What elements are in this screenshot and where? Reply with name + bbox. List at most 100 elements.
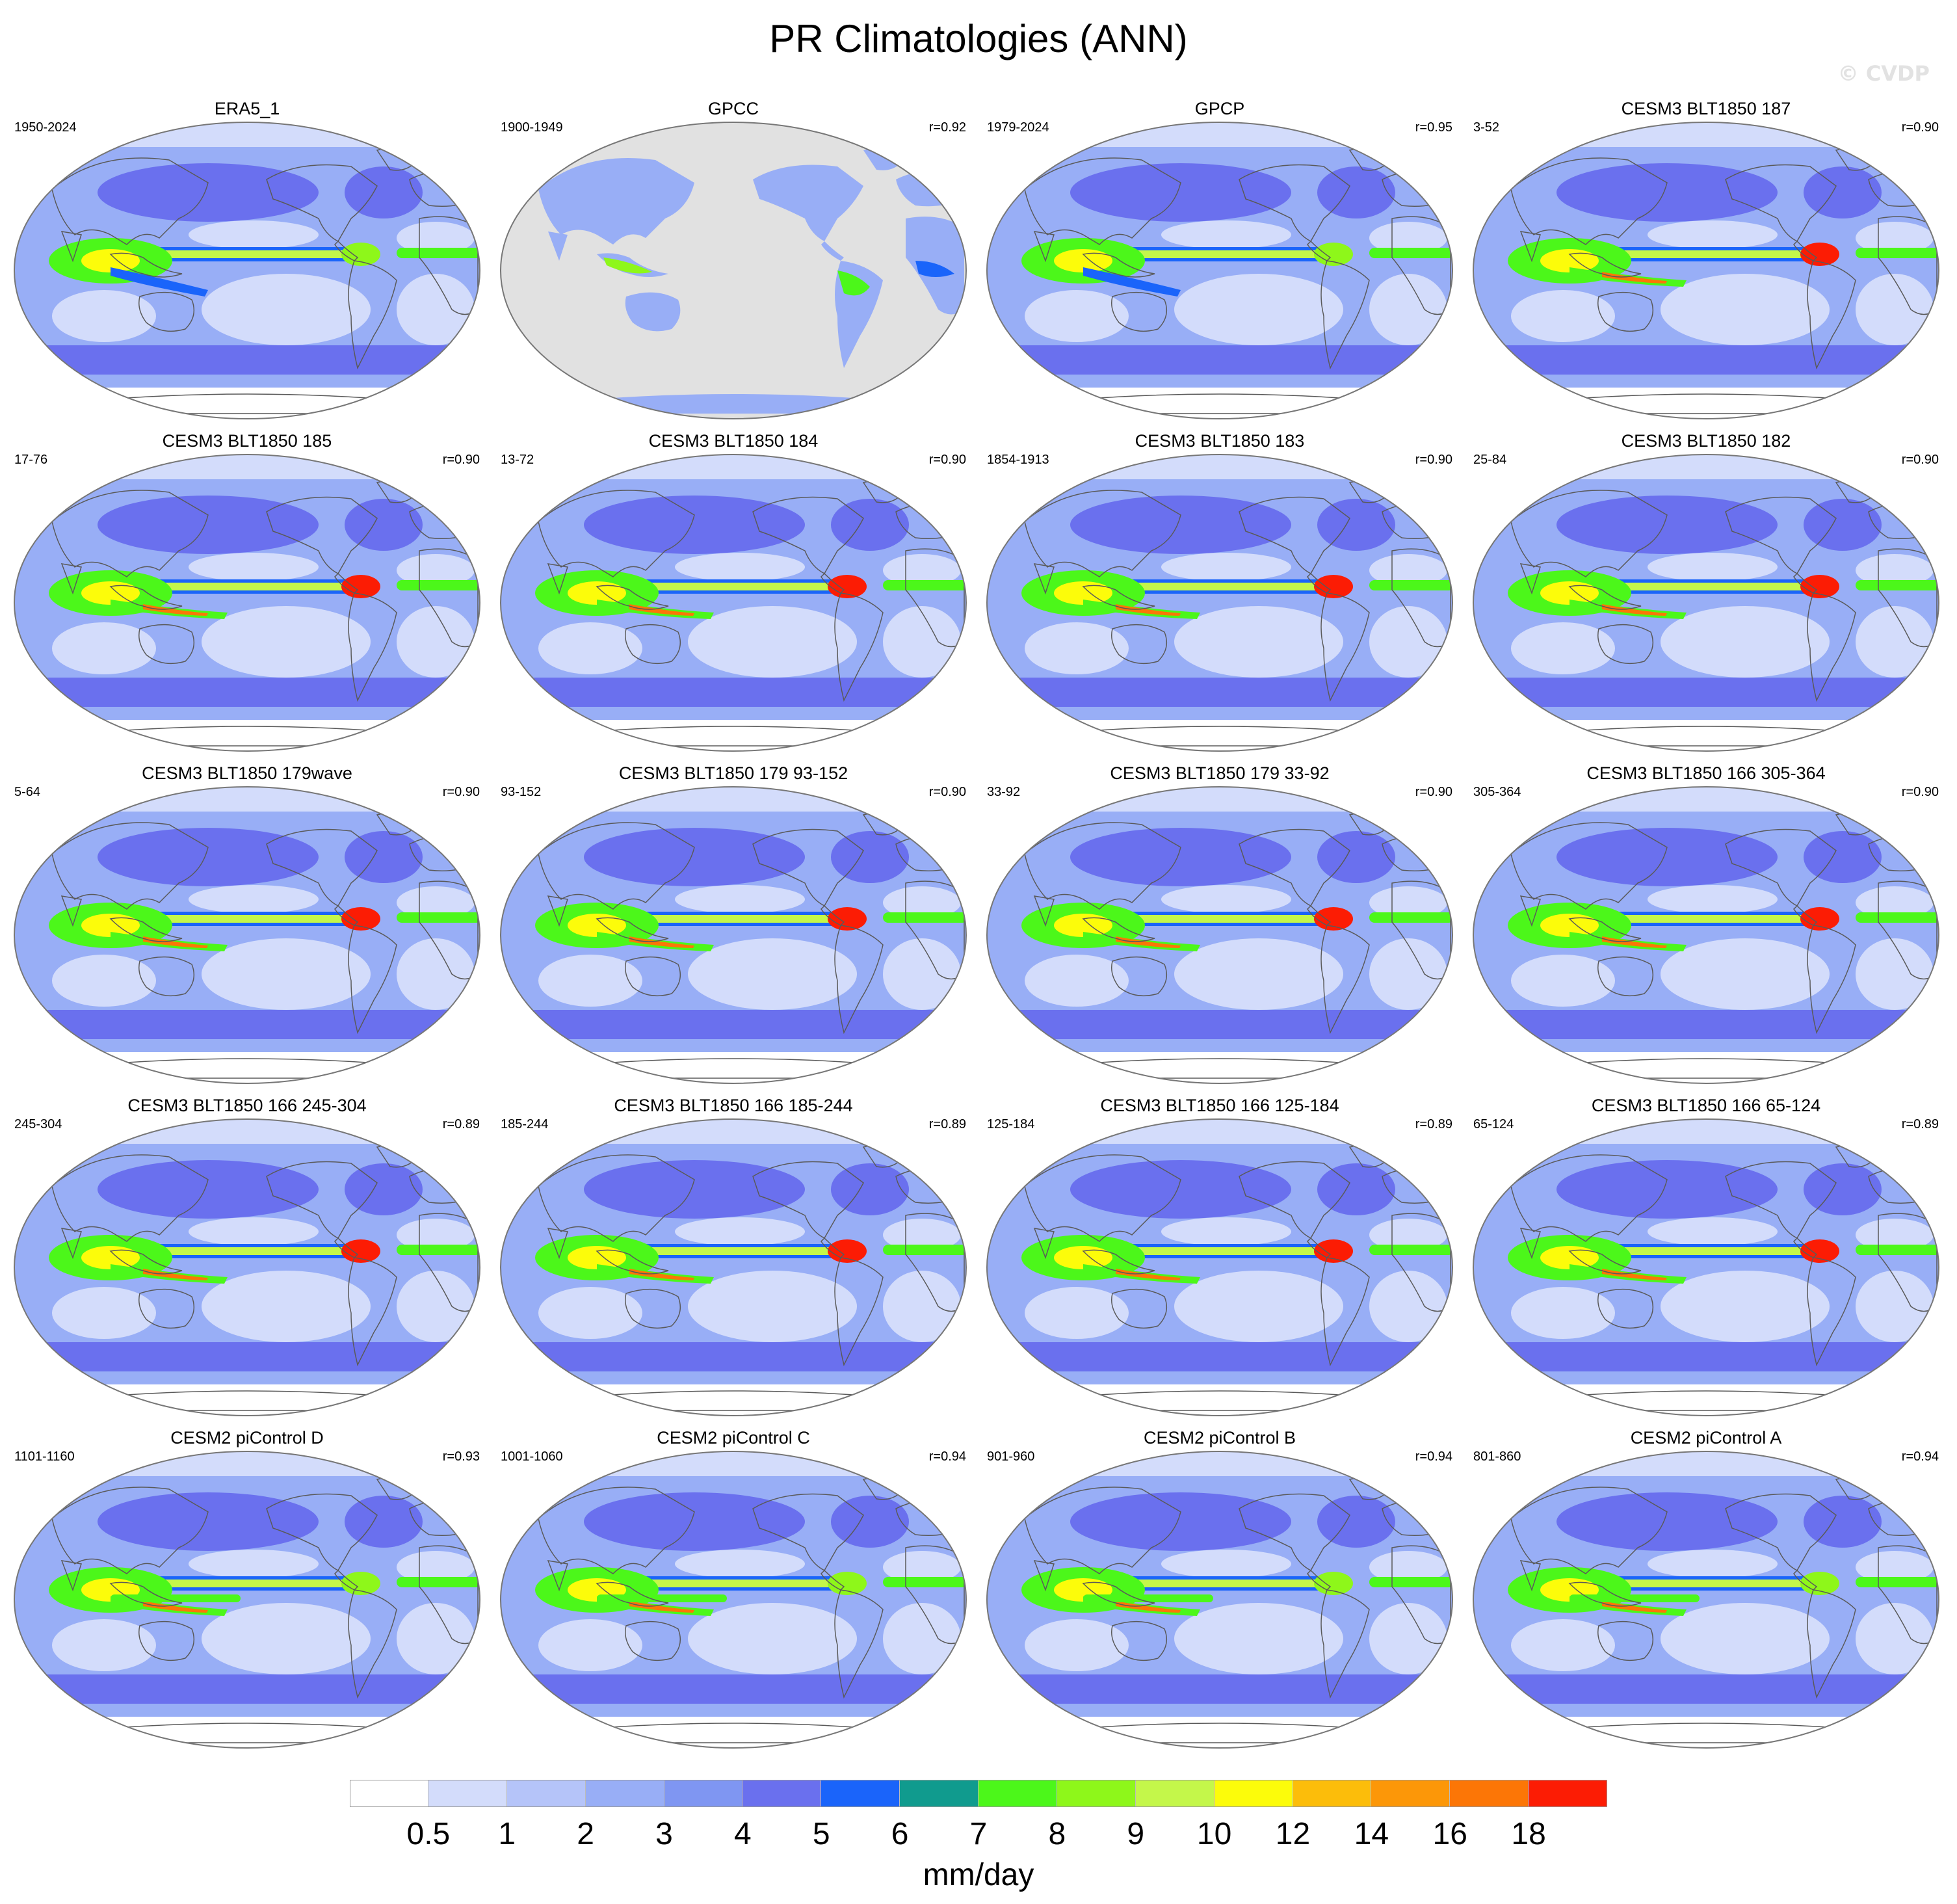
southern-ocean-band [987, 678, 1452, 707]
colorbar-tick-label: 2 [577, 1817, 594, 1851]
dry-subtropical-zone [1161, 885, 1291, 914]
spcz-core [1602, 604, 1667, 616]
atlantic-itcz [397, 1577, 480, 1587]
spcz-core [1602, 1269, 1667, 1280]
coastline-india [60, 1228, 82, 1260]
double-itcz [1570, 1594, 1700, 1602]
north-atlantic-storm-track [1804, 831, 1882, 883]
dry-subtropical-zone [1661, 1603, 1830, 1674]
coastline-asia [538, 822, 695, 910]
north-pacific-storm-track [584, 1160, 805, 1219]
antarctic-dry [14, 720, 480, 751]
panel-year-range: 17-76 [14, 453, 48, 467]
dry-subtropical-zone [1174, 274, 1343, 345]
dry-subtropical-zone [1648, 1550, 1778, 1578]
map-border [14, 1118, 480, 1416]
colorbar-tick-label: 3 [655, 1817, 673, 1851]
map-panel: CESM3 BLT1850 179 33-92 33-92 r=0.90 [979, 762, 1460, 1094]
map-border [14, 122, 480, 419]
coastline-africa [905, 548, 965, 648]
colorbar-tick-label: 18 [1511, 1817, 1546, 1851]
panel-year-range: 93-152 [501, 785, 542, 799]
map-panel: GPCP 1979-2024 r=0.95 [979, 98, 1460, 429]
dry-subtropical-zone [675, 885, 805, 914]
coastline-asia [51, 822, 209, 910]
north-atlantic-storm-track [1317, 1496, 1395, 1548]
arctic-dry [987, 1451, 1452, 1476]
dry-subtropical-zone [883, 606, 961, 678]
land-precip-north-america [753, 165, 863, 241]
coastline-south-america [1320, 1257, 1370, 1367]
panel-year-range: 33-92 [987, 785, 1021, 799]
panel-pattern-correlation: r=0.94 [928, 1449, 966, 1464]
atlantic-itcz [1369, 1577, 1452, 1587]
colorbar-swatch [664, 1780, 743, 1807]
atlantic-itcz [1856, 1577, 1939, 1587]
arctic-dry [1473, 455, 1939, 479]
southern-ocean-band [987, 1674, 1452, 1704]
dry-subtropical-zone [538, 1619, 642, 1671]
map-plot [986, 1451, 1453, 1749]
coastline-south-america [834, 592, 884, 702]
dry-subtropical-zone [397, 938, 475, 1010]
panel-year-range: 25-84 [1473, 453, 1507, 467]
coastline-asia [1024, 1487, 1181, 1574]
coastline-australia [1597, 624, 1654, 665]
panel-title: CESM3 BLT1850 185 [162, 431, 332, 451]
dry-subtropical-zone [675, 1217, 805, 1246]
atlantic-itcz [1856, 580, 1939, 590]
north-pacific-storm-track [1556, 163, 1778, 222]
arctic-dry [1473, 1119, 1939, 1144]
north-atlantic-storm-track [831, 1496, 909, 1548]
spcz [1083, 267, 1181, 297]
coastline-asia [538, 490, 695, 577]
coastline-india [60, 1560, 82, 1592]
dry-subtropical-zone [1025, 1619, 1129, 1671]
panel-year-range: 1950-2024 [14, 120, 77, 135]
coastline-north-america [1239, 164, 1350, 242]
panel-pattern-correlation: r=0.90 [442, 785, 480, 799]
map-panel: CESM3 BLT1850 166 125-184 125-184 r=0.89 [979, 1094, 1460, 1426]
coastline-south-america [348, 1257, 397, 1367]
coastline-north-america [266, 496, 378, 574]
colorbar-swatch [585, 1780, 664, 1807]
north-atlantic-storm-track [345, 831, 423, 883]
coastline-australia [138, 1288, 195, 1329]
map-panel: CESM3 BLT1850 183 1854-1913 r=0.90 [979, 430, 1460, 761]
map-plot [1473, 1451, 1939, 1749]
coastline-asia [1024, 822, 1181, 910]
dry-subtropical-zone [397, 1603, 475, 1674]
coastline-australia [1111, 1288, 1168, 1329]
coastline-south-america [348, 260, 397, 370]
land-precip-wet [603, 258, 652, 274]
colorbar-tick-label: 12 [1275, 1817, 1311, 1851]
coastline-australia [1597, 291, 1654, 332]
map-panel: CESM3 BLT1850 185 17-76 r=0.90 [7, 430, 488, 761]
colorbar-tick-label: 14 [1354, 1817, 1389, 1851]
coastline-north-america [266, 1161, 378, 1239]
panel-pattern-correlation: r=0.90 [1415, 785, 1452, 799]
dry-subtropical-zone [883, 1219, 961, 1251]
coastline-asia [1510, 157, 1668, 245]
atlantic-itcz [883, 1245, 966, 1255]
dry-subtropical-zone [1161, 1550, 1291, 1578]
coastline-africa [1878, 216, 1937, 315]
cvdp-watermark: © CVDP [1837, 61, 1930, 86]
coastline-africa [905, 880, 965, 980]
spcz-core [1116, 1269, 1181, 1280]
arctic-dry [1473, 1451, 1939, 1476]
north-pacific-storm-track [584, 1492, 805, 1551]
north-atlantic-storm-track [1804, 166, 1882, 218]
map-plot [986, 122, 1453, 419]
panama-bight-max [341, 1239, 380, 1263]
panel-title: CESM3 BLT1850 179 93-152 [618, 763, 848, 783]
colorbar-tick-label: 16 [1432, 1817, 1467, 1851]
land-precip-wet [915, 261, 954, 277]
spcz-core [1116, 1601, 1181, 1613]
atlantic-itcz [1856, 912, 1939, 923]
north-atlantic-storm-track [1804, 499, 1882, 551]
dry-subtropical-zone [52, 1287, 156, 1339]
north-pacific-storm-track [98, 828, 319, 886]
antarctic-dry [1473, 1052, 1939, 1083]
dry-subtropical-zone [1025, 955, 1129, 1007]
